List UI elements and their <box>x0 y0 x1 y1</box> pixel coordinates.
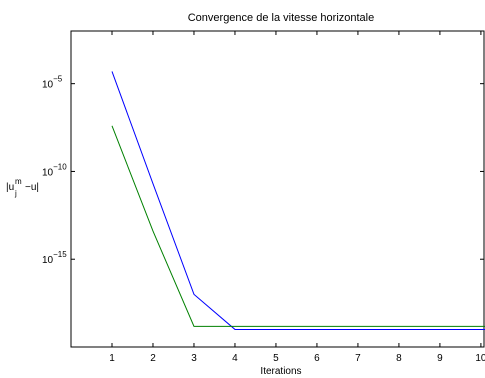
x-tick-label: 9 <box>437 353 443 364</box>
x-tick-label: 4 <box>232 353 238 364</box>
x-tick-label: 2 <box>150 353 156 364</box>
series-layer <box>111 71 485 330</box>
y-label-rest: −u| <box>25 182 39 193</box>
y-label-base: |u <box>6 182 14 193</box>
y-tick-label: 10−10 <box>42 162 67 178</box>
x-tick-label: 7 <box>355 353 361 364</box>
series-line-1 <box>111 71 485 330</box>
x-tick-label: 8 <box>396 353 402 364</box>
y-label-subscript: j <box>14 189 17 198</box>
x-tick-label: 3 <box>191 353 197 364</box>
x-tick-label: 1 <box>109 353 115 364</box>
chart-title: Convergence de la vitesse horizontale <box>188 12 375 24</box>
series-line-2 <box>111 125 485 327</box>
x-tick-label: 6 <box>314 353 320 364</box>
x-tick-label: 5 <box>273 353 279 364</box>
y-tick-label: 10−15 <box>42 250 67 266</box>
y-tick-label: 10−5 <box>42 75 63 91</box>
x-axis-label: Iterations <box>260 366 301 377</box>
ticks-layer: 1 2 3 4 5 6 7 8 9 10 10−5 10−10 10−15 <box>42 31 485 364</box>
x-tick-label: 10 <box>475 353 485 364</box>
y-label-superscript: m <box>15 177 22 186</box>
y-axis-label: |u m j −u| <box>6 177 39 198</box>
axes-frame <box>70 30 485 348</box>
